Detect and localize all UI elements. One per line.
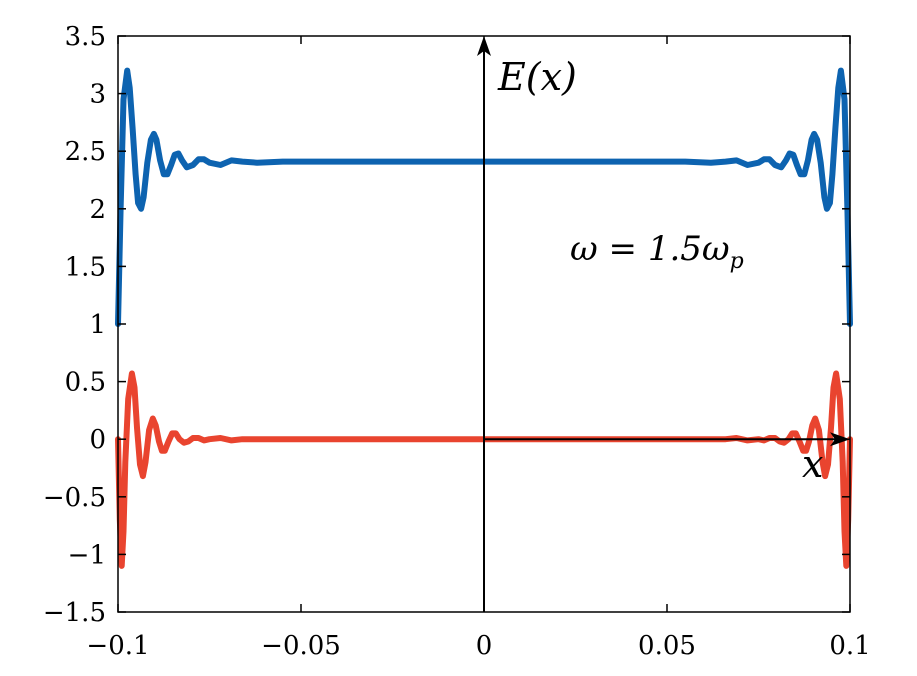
axis-arrows <box>477 36 850 612</box>
y-tick-label: −0.5 <box>43 483 106 513</box>
y-tick-label: 1.5 <box>65 252 106 282</box>
y-tick-label: 2 <box>89 195 106 225</box>
x-tick-label: −0.05 <box>261 631 341 661</box>
y-axis-arrowhead <box>477 36 491 56</box>
x-tick-label: 0.1 <box>829 631 870 661</box>
annotation-subscript: p <box>730 249 744 274</box>
x-axis-label: x <box>802 442 823 486</box>
y-tick-label: −1.5 <box>43 598 106 628</box>
annotation-main: ω = 1.5ω <box>570 229 730 269</box>
y-tick-label: 3.5 <box>65 22 106 52</box>
y-tick-label: −1 <box>68 540 106 570</box>
tick-layer: −0.1 −0.05 0 0.05 0.1 −1.5 −1 −0.5 0 0.5 1 1.5 2 2.5 3… <box>43 22 871 661</box>
x-axis-arrowhead <box>830 432 850 447</box>
y-tick-label: 1 <box>89 310 106 340</box>
y-tick-label: 0.5 <box>65 368 106 398</box>
y-tick-label: 2.5 <box>65 137 106 167</box>
frequency-annotation: ω = 1.5ωp <box>570 229 744 274</box>
x-tick-label: 0.05 <box>638 631 696 661</box>
y-axis-label: E(x) <box>497 55 577 99</box>
y-tick-label: 0 <box>89 425 106 455</box>
x-tick-label: 0 <box>476 631 493 661</box>
y-tick-label: 3 <box>89 80 106 110</box>
x-tick-label: −0.1 <box>86 631 149 661</box>
